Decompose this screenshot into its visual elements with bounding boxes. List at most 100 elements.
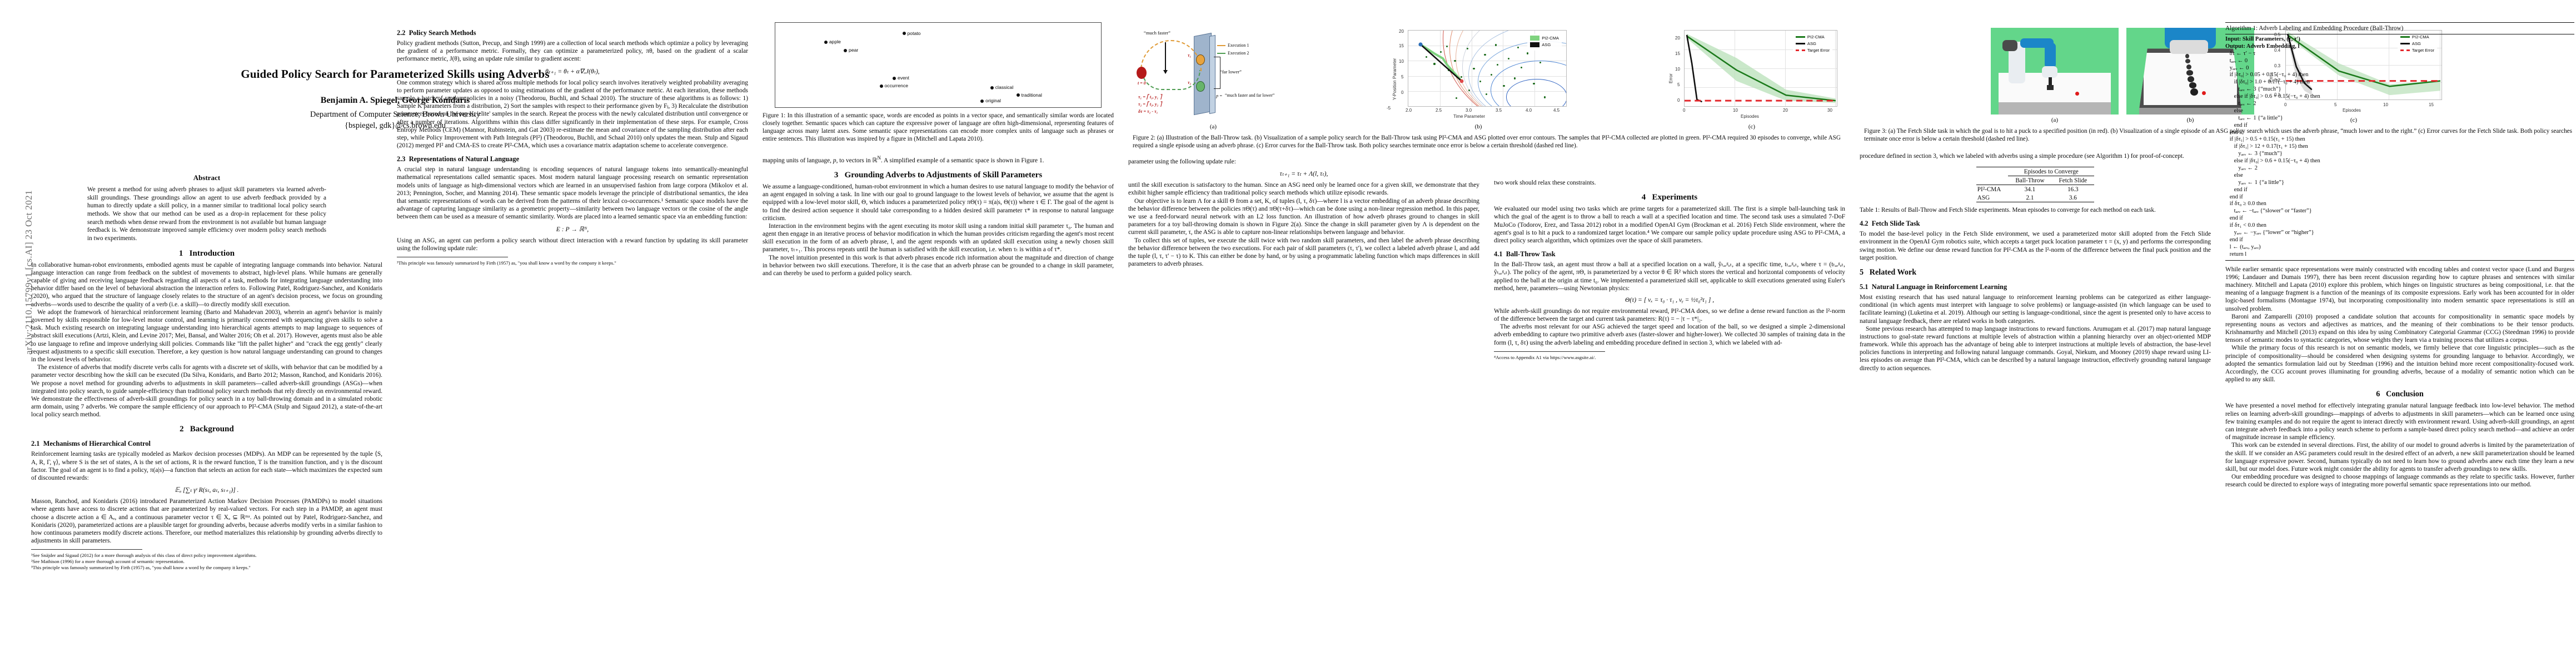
section-heading-experiments: 4 Experiments (1641, 193, 1698, 202)
subsection-heading-2-3: 2.3 Representations of Natural Language (397, 155, 520, 163)
algorithm-1-line: tₐₑᵥ ← 2 (2225, 101, 2256, 107)
table-col-1-header: Ball-Throw (2008, 176, 2052, 186)
pi2cma-line (1686, 35, 1836, 102)
algorithm-1-line: return l (2225, 251, 2247, 257)
fetch-slide-scene-b (2126, 28, 2254, 115)
asg-confidence-band-fs (2288, 32, 2312, 96)
algorithm-1-line: δτ ← τ′ − τ (2225, 50, 2256, 57)
robot-head (2002, 39, 2018, 52)
subsection-heading-5-1: 5.1 Natural Language in Reinforcement Le… (1860, 282, 2007, 291)
ball-throw-paragraph-1: In the Ball-Throw task, an agent must th… (1494, 261, 1845, 292)
point-dot-icon (1016, 93, 1020, 97)
equation-tau2: τ₂ = ⎡ t₂, y₂ ⎤ (1138, 102, 1162, 107)
semantic-point-potato: potato (902, 31, 920, 36)
bg-2-1-paragraph-1: Reinforcement learning tasks are typical… (31, 451, 382, 482)
footnote-1: ¹See Snäjder and Sigaud (2012) for a mor… (31, 552, 257, 559)
figure-2-caption: Figure 2: (a) Illustration of the Ball-T… (1133, 135, 1841, 149)
algorithm-1-output: Output: Adverb Embedding, l (2225, 43, 2300, 49)
section-heading-grounding-adverbs: 3 Grounding Adverbs to Adjustments of Sk… (834, 170, 1043, 180)
figure-1: potato apple pear event occurrence class… (763, 22, 1114, 143)
bg-2-2-paragraph-1: Policy gradient methods (Sutton, Precup,… (397, 40, 748, 63)
section-heading-related-work: 5 Related Work (1860, 267, 1917, 277)
subsection-heading-4-2: 4.2 Fetch Slide Task (1860, 220, 1920, 228)
point-dot-icon (902, 32, 906, 36)
subsection-heading-4-1: 4.1 Ball-Throw Task (1494, 250, 1556, 258)
ball-throw-plot-area: PI2-CMA ASG Target Error (1684, 30, 1837, 107)
fs-y-tick-0-2: 0.2 (2274, 78, 2281, 83)
equation-ball-throw-skill: Θ(τ) = [ vₓ = τ₀ · τ₁ , vᵧ = ½τ₀²τ₁ ] , (1625, 296, 1715, 303)
fs-x-tick-5: 5 (2334, 102, 2337, 107)
robot-gripper-housing (2170, 39, 2209, 54)
ball-throw-series-overlay (1685, 33, 1837, 103)
semantic-point-event: event (892, 75, 909, 81)
puck-trajectory-trail (2190, 88, 2198, 96)
table-row-spanhead: Episodes to Converge (1976, 167, 2095, 177)
contour-legend: PI2-CMA ASG (1527, 34, 1562, 51)
algorithm-1-line: end if (2225, 193, 2243, 200)
intro-paragraph-2: We adopt the framework of hierarchical r… (31, 308, 383, 363)
figure-1-semantic-space-plot: potato apple pear event occurrence class… (775, 22, 1102, 108)
target-puck-marker-b (2201, 91, 2206, 95)
ball-start-icon (1137, 67, 1147, 79)
table-1-caption: Table 1: Results of Ball-Throw and Fetch… (1860, 207, 2156, 214)
distance-brace (1214, 57, 1220, 89)
footnote-3b: ³This principle was famously summarized … (397, 260, 616, 266)
algorithm-1-line: end if (2225, 186, 2248, 193)
column-6: (a) (1860, 12, 2572, 661)
subsection-heading-2-2: 2.2 Policy Search Methods (397, 29, 476, 37)
algorithm-1-line: if |δτ₁| > 0.5 + 0.15(τ₁ + 15) then (2225, 136, 2305, 143)
figure-3: (a) (1860, 28, 2576, 143)
algorithm-1-line: if |δτ₁| > 12 + 0.17(τ₁ + 15) then (2225, 143, 2308, 150)
algorithm-1-input: Input: Skill Parameters, (τ, τ′) (2225, 36, 2300, 42)
fs-y-tick-0-1: 0.1 (2274, 92, 2281, 97)
contour-ring-5 (1468, 31, 1566, 106)
conclusion-paragraph-2: This work can be extended in several dir… (2225, 442, 2574, 472)
asg-path (1420, 44, 1462, 82)
label-tau1: τ₁ (1188, 53, 1192, 58)
algorithm-1-line: else if |δτ₀| > 0.6 + 0.15(−τ₀ + 4) then (2225, 158, 2320, 165)
title-block: Guided Policy Search for Parameterized S… (31, 67, 759, 131)
grounding-paragraph-3: The novel intuition presented in this wo… (763, 254, 1114, 277)
bg-2-2-paragraph-2: One common strategy which is shared acro… (397, 79, 748, 150)
related-paragraph-5: While the primary focus of this research… (2225, 345, 2574, 384)
conclusion-paragraph-3: Our embedding procedure was designed to … (2225, 474, 2574, 489)
figure-2-panel-a-tag: (a) (1209, 123, 1217, 130)
abstract-block: Abstract We present a method for using a… (87, 173, 326, 243)
column-2: 2.2 Policy Search Methods Policy gradien… (397, 12, 748, 661)
subsection-heading-2-1: 2.1 Mechanisms of Hierarchical Control (31, 440, 151, 448)
bt-y-tick-5: 5 (1677, 82, 1680, 87)
abstract-heading: Abstract (193, 173, 221, 182)
pi2cma-confidence-band-fs (2288, 31, 2440, 96)
contour-y-axis-label: Y-Position Parameter (1392, 58, 1397, 100)
author-list: Benjamin A. Spiegel, George Konidaris (320, 96, 470, 106)
related-paragraph-3: While earlier semantic space representat… (2225, 266, 2574, 312)
pi2cma-confidence-band (1687, 33, 1836, 103)
table-col-2-header: Fetch Slide (2051, 176, 2095, 186)
legend-execution-2: Execution 2 (1217, 51, 1249, 56)
trajectory-arc-execution-2 (1142, 70, 1200, 90)
label-adverb-phrase: “much faster and far lower” (1225, 93, 1275, 98)
bt-x-tick-20: 20 (1783, 108, 1788, 113)
figure-3-panel-a: (a) (1991, 28, 2119, 123)
contour-y-tick-5: 5 (1401, 74, 1404, 79)
trajectory-arc-execution-1 (1140, 40, 1202, 71)
grounding-paragraph-1: We assume a language-conditioned, human-… (763, 183, 1114, 222)
fs-y-tick-0-4: 0.4 (2274, 48, 2281, 53)
ball-throw-legend: PI2-CMA ASG Target Error (1792, 33, 1832, 56)
point-dot-icon (879, 84, 883, 88)
figure-2-panel-b-tag: (b) (1474, 123, 1482, 130)
figure-3-panel-b: (b) (2126, 28, 2254, 123)
algorithm-1-line: end if (2225, 122, 2248, 128)
page-title: Guided Policy Search for Parameterized S… (241, 67, 550, 81)
bt-y-tick-20: 20 (1675, 36, 1680, 41)
related-paragraph-4: Baroni and Zamparelli (2010) proposed a … (2225, 313, 2574, 344)
robot-gripper (2048, 77, 2052, 85)
algorithm-1-line: tₐₑᵥ ← 1 {“a little”} (2225, 115, 2283, 121)
bt-x-tick-10: 10 (1733, 108, 1738, 113)
fetch-slide-x-axis-label: Episodes (2343, 108, 2361, 113)
pi2cma-line-fs (2287, 34, 2441, 87)
robot-forearm (2044, 42, 2056, 69)
bt-y-tick-10: 10 (1675, 67, 1680, 72)
intro-paragraph-1: In collaborative human-robot environment… (31, 261, 382, 308)
